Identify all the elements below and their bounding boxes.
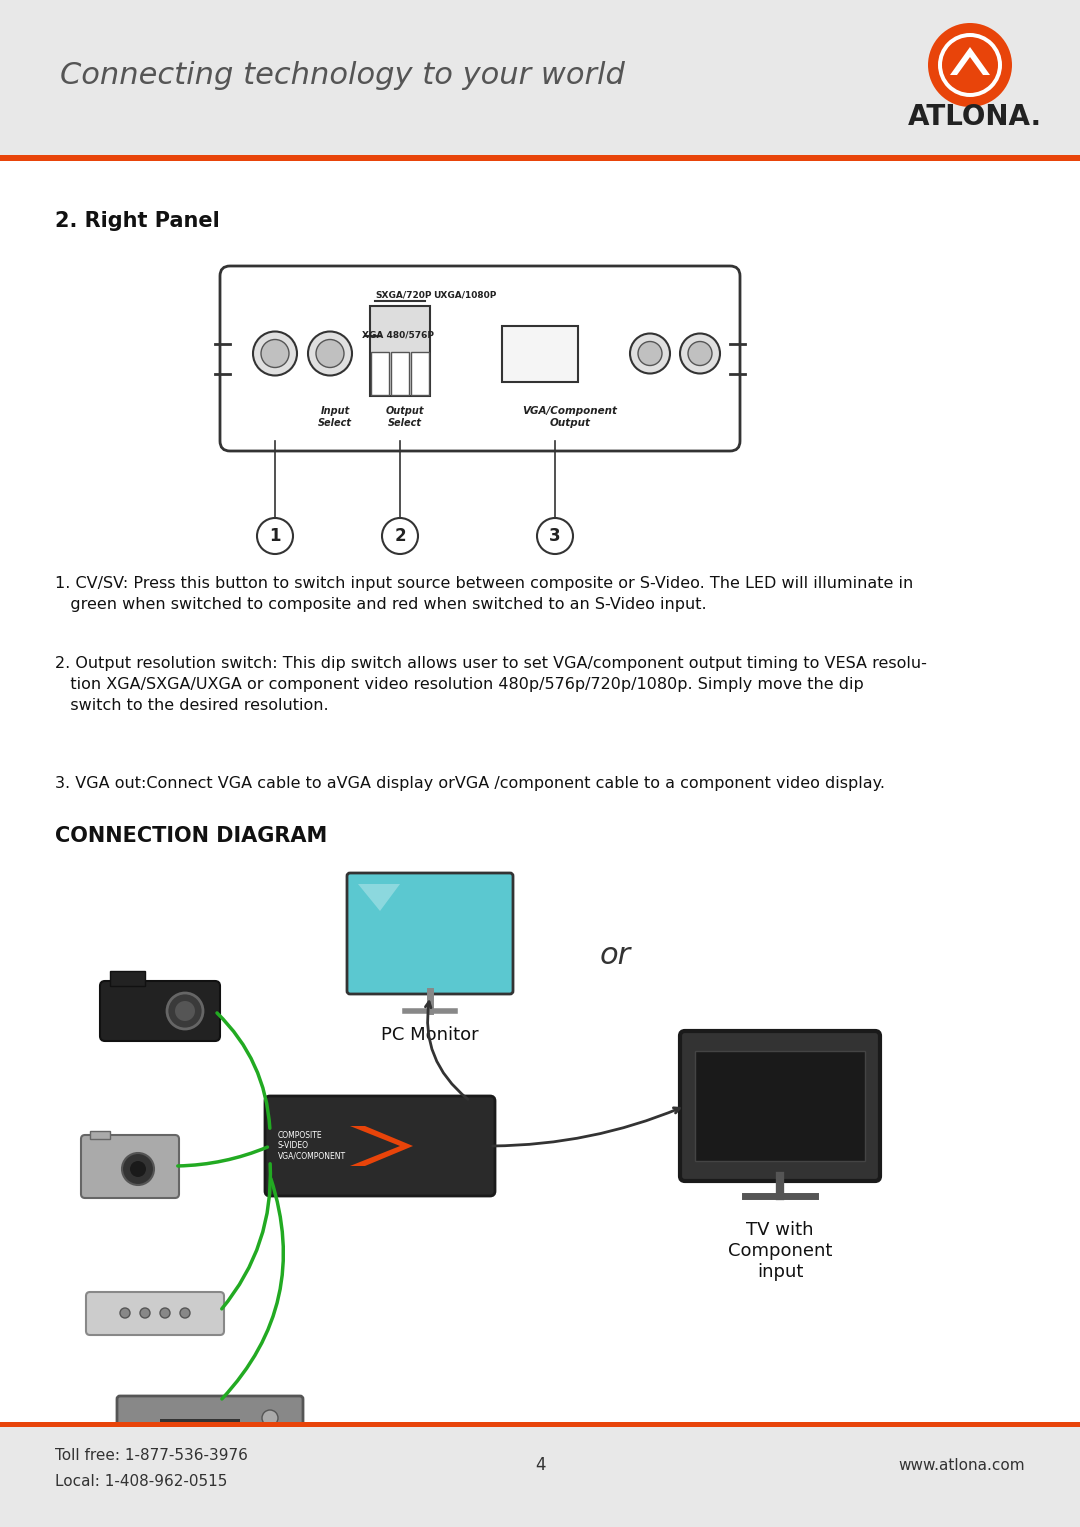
Bar	[370, 305, 430, 395]
FancyBboxPatch shape	[100, 980, 220, 1041]
Circle shape	[630, 333, 670, 374]
Bar	[502, 325, 578, 382]
Text: VGA/COMPONENT: VGA/COMPONENT	[278, 1151, 346, 1161]
Circle shape	[688, 342, 712, 365]
Circle shape	[939, 34, 1002, 98]
Text: Connecting technology to your world: Connecting technology to your world	[60, 61, 625, 90]
Circle shape	[680, 333, 720, 374]
Circle shape	[175, 1002, 195, 1022]
Circle shape	[262, 1409, 278, 1426]
Circle shape	[928, 23, 1012, 107]
Text: UXGA/1080P: UXGA/1080P	[433, 292, 497, 299]
Text: 3. VGA out:Connect VGA cable to aVGA display orVGA /component cable to a compone: 3. VGA out:Connect VGA cable to aVGA dis…	[55, 776, 885, 791]
Circle shape	[308, 331, 352, 376]
Bar	[0, 156, 1080, 160]
FancyBboxPatch shape	[0, 0, 1080, 156]
FancyBboxPatch shape	[347, 873, 513, 994]
Bar	[411, 353, 429, 395]
Circle shape	[638, 342, 662, 365]
Text: TV with
Component
input: TV with Component input	[728, 1222, 833, 1281]
Circle shape	[120, 1309, 130, 1318]
Bar	[0, 1422, 1080, 1428]
Circle shape	[382, 518, 418, 554]
Bar	[110, 971, 145, 986]
Text: Output
Select: Output Select	[386, 406, 424, 428]
Text: 2. Output resolution switch: This dip switch allows user to set VGA/component ou: 2. Output resolution switch: This dip sw…	[55, 657, 927, 713]
Text: 1: 1	[269, 527, 281, 545]
Text: 3: 3	[550, 527, 561, 545]
FancyBboxPatch shape	[81, 1135, 179, 1199]
Text: COMPOSITE: COMPOSITE	[278, 1132, 323, 1141]
Circle shape	[261, 339, 289, 368]
Bar	[0, 1428, 1080, 1527]
Text: XGA 480/576P: XGA 480/576P	[362, 331, 434, 341]
Circle shape	[253, 331, 297, 376]
Circle shape	[122, 1153, 154, 1185]
Circle shape	[180, 1309, 190, 1318]
FancyBboxPatch shape	[220, 266, 740, 450]
Text: Toll free: 1-877-536-3976: Toll free: 1-877-536-3976	[55, 1448, 248, 1463]
FancyBboxPatch shape	[117, 1396, 303, 1434]
Bar	[372, 353, 389, 395]
Circle shape	[160, 1309, 170, 1318]
Circle shape	[140, 1309, 150, 1318]
Polygon shape	[357, 884, 400, 912]
Text: 4: 4	[535, 1457, 545, 1474]
FancyBboxPatch shape	[680, 1031, 880, 1180]
Text: VGA/Component
Output: VGA/Component Output	[523, 406, 618, 428]
Circle shape	[257, 518, 293, 554]
Text: ATLONA.: ATLONA.	[908, 102, 1042, 131]
Text: 2. Right Panel: 2. Right Panel	[55, 211, 219, 231]
Polygon shape	[950, 47, 990, 75]
Text: S-VIDEO: S-VIDEO	[278, 1142, 309, 1150]
Text: or: or	[600, 942, 631, 971]
Text: 1. CV/SV: Press this button to switch input source between composite or S-Video.: 1. CV/SV: Press this button to switch in…	[55, 576, 914, 612]
Circle shape	[942, 37, 998, 93]
Text: SXGA/720P: SXGA/720P	[375, 292, 432, 299]
Bar	[90, 1132, 110, 1139]
Circle shape	[167, 993, 203, 1029]
Text: www.atlona.com: www.atlona.com	[899, 1457, 1025, 1472]
Polygon shape	[350, 1125, 413, 1167]
Text: Input
Select: Input Select	[318, 406, 352, 428]
FancyBboxPatch shape	[265, 1096, 495, 1196]
Bar	[160, 1419, 240, 1425]
Circle shape	[130, 1161, 146, 1177]
Text: Local: 1-408-962-0515: Local: 1-408-962-0515	[55, 1475, 228, 1489]
Bar	[696, 1051, 865, 1161]
Text: CONNECTION DIAGRAM: CONNECTION DIAGRAM	[55, 826, 327, 846]
Text: PC Monitor: PC Monitor	[381, 1026, 478, 1044]
FancyBboxPatch shape	[86, 1292, 224, 1335]
Circle shape	[316, 339, 345, 368]
Text: 2: 2	[394, 527, 406, 545]
Bar	[391, 353, 409, 395]
Circle shape	[537, 518, 573, 554]
